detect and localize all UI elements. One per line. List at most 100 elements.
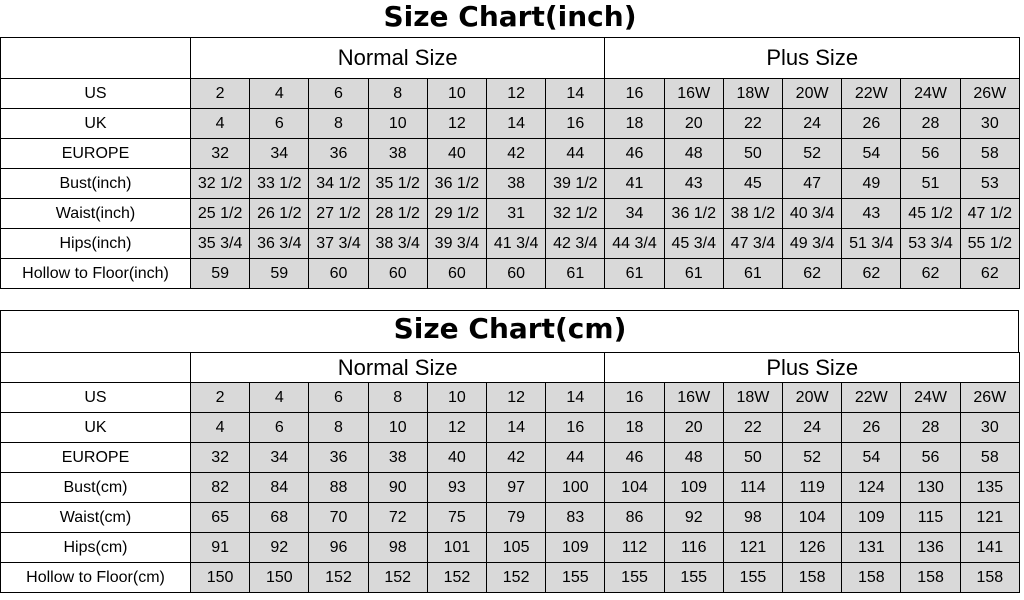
size-cell: 8 xyxy=(308,412,369,443)
row-label: Bust(inch) xyxy=(0,168,191,199)
size-cell: 155 xyxy=(604,562,665,593)
normal-size-header: Normal Size xyxy=(189,352,606,383)
size-cell: 90 xyxy=(367,472,428,503)
row-label: US xyxy=(0,78,191,109)
size-cell: 84 xyxy=(249,472,310,503)
size-cell: 116 xyxy=(663,532,724,563)
size-cell: 41 3/4 xyxy=(486,228,547,259)
size-cell: 24 xyxy=(782,108,843,139)
size-cell: 10 xyxy=(367,108,428,139)
size-cell: 8 xyxy=(308,108,369,139)
size-cell: 36 3/4 xyxy=(249,228,310,259)
size-cell: 12 xyxy=(486,382,547,413)
table-row: UK 4 6 8 10 12 14 16 18 20 22 24 26 28 30 xyxy=(0,108,1021,139)
cm-size-table: Normal Size Plus Size US 2 4 6 8 10 12 14 16 16W 18W… xyxy=(0,352,1021,593)
size-cell: 10 xyxy=(367,412,428,443)
size-cell: 158 xyxy=(782,562,843,593)
size-cell: 4 xyxy=(249,78,310,109)
size-cell: 79 xyxy=(486,502,547,533)
size-cell: 58 xyxy=(959,138,1021,169)
group-header-row: Normal Size Plus Size xyxy=(0,37,1020,79)
size-cell: 8 xyxy=(367,78,428,109)
size-cell: 38 xyxy=(367,138,428,169)
table-row: Hips(inch) 35 3/4 36 3/4 37 3/4 38 3/4 39 3/4… xyxy=(0,228,1021,259)
size-cell: 152 xyxy=(486,562,547,593)
size-cell: 131 xyxy=(841,532,902,563)
row-label: Hips(cm) xyxy=(0,532,191,563)
size-cell: 50 xyxy=(722,138,784,169)
size-cell: 70 xyxy=(308,502,369,533)
size-cell: 22W xyxy=(841,382,902,413)
size-cell: 46 xyxy=(604,138,665,169)
size-cell: 34 xyxy=(249,442,310,473)
size-cell: 20W xyxy=(782,382,843,413)
size-cell: 158 xyxy=(959,562,1021,593)
size-cell: 36 1/2 xyxy=(663,198,724,229)
size-cell: 52 xyxy=(782,442,843,473)
size-cell: 60 xyxy=(426,258,488,289)
size-cell: 98 xyxy=(722,502,784,533)
size-cell: 62 xyxy=(841,258,902,289)
size-cell: 101 xyxy=(426,532,488,563)
size-cell: 43 xyxy=(663,168,724,199)
size-cell: 51 3/4 xyxy=(841,228,902,259)
size-cell: 61 xyxy=(722,258,784,289)
size-cell: 104 xyxy=(604,472,665,503)
size-cell: 60 xyxy=(486,258,547,289)
size-cell: 12 xyxy=(486,78,547,109)
size-cell: 32 xyxy=(189,138,251,169)
size-cell: 38 xyxy=(486,168,547,199)
size-cell: 75 xyxy=(426,502,488,533)
size-cell: 31 xyxy=(486,198,547,229)
size-cell: 32 1/2 xyxy=(189,168,251,199)
size-cell: 30 xyxy=(959,412,1021,443)
size-cell: 83 xyxy=(545,502,606,533)
size-cell: 41 xyxy=(604,168,665,199)
size-cell: 54 xyxy=(841,138,902,169)
size-cell: 114 xyxy=(722,472,784,503)
size-cell: 121 xyxy=(722,532,784,563)
size-cell: 55 1/2 xyxy=(959,228,1021,259)
size-cell: 38 1/2 xyxy=(722,198,784,229)
size-cell: 39 3/4 xyxy=(426,228,488,259)
size-cell: 30 xyxy=(959,108,1021,139)
empty-corner-cell xyxy=(0,37,191,79)
size-cell: 46 xyxy=(604,442,665,473)
size-cell: 60 xyxy=(308,258,369,289)
size-cell: 4 xyxy=(189,412,251,443)
size-cell: 86 xyxy=(604,502,665,533)
size-cell: 33 1/2 xyxy=(249,168,310,199)
row-label: Waist(cm) xyxy=(0,502,191,533)
size-cell: 4 xyxy=(249,382,310,413)
table-row: UK 4 6 8 10 12 14 16 18 20 22 24 26 28 30 xyxy=(0,412,1021,443)
size-cell: 50 xyxy=(722,442,784,473)
size-cell: 27 1/2 xyxy=(308,198,369,229)
size-cell: 45 3/4 xyxy=(663,228,724,259)
size-cell: 25 1/2 xyxy=(189,198,251,229)
size-cell: 35 1/2 xyxy=(367,168,428,199)
size-cell: 52 xyxy=(782,138,843,169)
size-cell: 105 xyxy=(486,532,547,563)
group-header-row: Normal Size Plus Size xyxy=(0,352,1020,383)
size-cell: 62 xyxy=(959,258,1021,289)
size-cell: 24 xyxy=(782,412,843,443)
size-cell: 28 xyxy=(900,108,961,139)
size-cell: 39 1/2 xyxy=(545,168,606,199)
size-cell: 109 xyxy=(663,472,724,503)
size-cell: 14 xyxy=(545,382,606,413)
size-cell: 130 xyxy=(900,472,961,503)
inch-size-table: Normal Size Plus Size US 2 4 6 8 10 12 14 16 16W 18W… xyxy=(0,37,1021,289)
size-cell: 158 xyxy=(841,562,902,593)
size-cell: 61 xyxy=(663,258,724,289)
size-cell: 92 xyxy=(249,532,310,563)
cm-chart-title: Size Chart(cm) xyxy=(393,312,627,345)
plus-size-header: Plus Size xyxy=(604,352,1020,383)
size-cell: 26 1/2 xyxy=(249,198,310,229)
size-cell: 34 xyxy=(249,138,310,169)
size-cell: 98 xyxy=(367,532,428,563)
size-cell: 53 3/4 xyxy=(900,228,961,259)
table-row: Bust(cm) 82 84 88 90 93 97 100 104 109 114 119 124 13… xyxy=(0,472,1021,503)
table-row: Waist(cm) 65 68 70 72 75 79 83 86 92 98 104 109 115 12… xyxy=(0,502,1021,533)
size-cell: 18 xyxy=(604,412,665,443)
size-cell: 155 xyxy=(663,562,724,593)
